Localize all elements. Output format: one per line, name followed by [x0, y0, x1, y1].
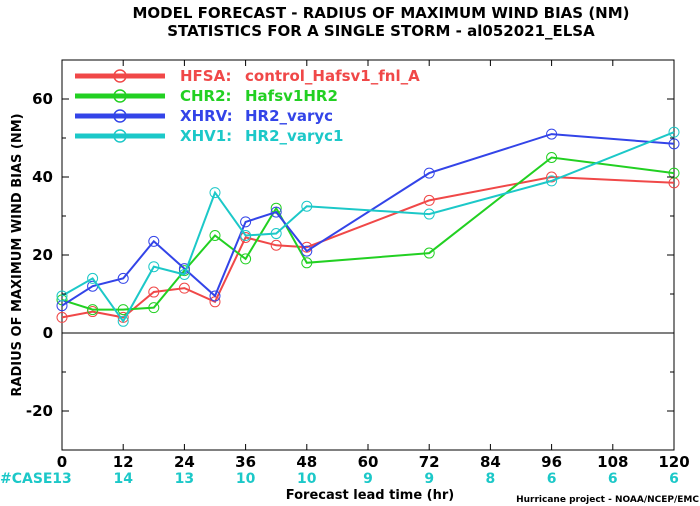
- legend-marker: [113, 69, 127, 83]
- y-tick-label: 40: [32, 168, 53, 186]
- plot-series: [56, 126, 680, 327]
- series-marker: [209, 290, 221, 302]
- series-marker: [270, 228, 282, 240]
- series-marker: [148, 286, 160, 298]
- series-marker: [423, 247, 435, 259]
- series-marker: [148, 261, 160, 273]
- series-marker: [668, 138, 680, 150]
- legend-marker: [113, 109, 127, 123]
- x-tick-label: 84: [480, 453, 501, 471]
- x-ticks: 0 12 24 36 48 60 72 84 96 108 120: [57, 60, 690, 471]
- y-axis-label: RADIUS OF MAXIMUM WIND BIAS (NM): [10, 113, 25, 396]
- case-count: 9: [363, 471, 373, 487]
- legend-key: XHRV:: [180, 107, 233, 125]
- y-tick-label: 60: [32, 90, 53, 108]
- series-marker: [56, 311, 68, 323]
- series-marker: [178, 282, 190, 294]
- series-marker: [209, 230, 221, 241]
- series-marker: [301, 245, 313, 257]
- series-marker: [178, 269, 190, 280]
- case-count: 8: [486, 471, 496, 487]
- legend-value: HR2_varyc1: [245, 127, 343, 145]
- series-marker: [301, 257, 313, 269]
- x-tick-label: 24: [174, 453, 195, 471]
- series-marker: [209, 187, 221, 199]
- series-marker: [546, 128, 558, 140]
- x-axis-label: Forecast lead time (hr): [286, 488, 454, 503]
- series-marker: [423, 194, 435, 206]
- chart-title: MODEL FORECAST - RADIUS OF MAXIMUM WIND …: [132, 4, 629, 22]
- case-count: 10: [297, 471, 317, 487]
- series-marker: [117, 272, 129, 284]
- series-marker: [240, 253, 252, 265]
- case-count: 9: [424, 471, 434, 487]
- case-count: 10: [236, 471, 256, 487]
- legend-value: Hafsv1HR2: [245, 87, 338, 105]
- case-count: 6: [669, 471, 679, 487]
- x-tick-label: 48: [296, 453, 317, 471]
- legend-key: CHR2:: [180, 87, 232, 105]
- x-tick-label: 60: [358, 453, 379, 471]
- x-tick-label: 96: [541, 453, 562, 471]
- series-marker: [148, 235, 160, 247]
- x-tick-label: 0: [57, 453, 67, 471]
- x-tick-label: 36: [235, 453, 256, 471]
- series-marker: [301, 200, 313, 212]
- x-tick-label: 72: [419, 453, 440, 471]
- credit-text: Hurricane project - NOAA/NCEP/EMC: [516, 495, 699, 505]
- series-marker: [117, 315, 129, 327]
- series-marker: [56, 290, 68, 302]
- series-marker: [546, 175, 558, 187]
- y-tick-label: -20: [26, 402, 53, 420]
- chart-subtitle: STATISTICS FOR A SINGLE STORM - al052021…: [167, 22, 595, 40]
- y-tick-label: 20: [32, 246, 53, 264]
- series-marker: [87, 304, 99, 316]
- legend-key: HFSA:: [180, 67, 232, 85]
- case-counts: 13 14 13 10 10 9 9 8 6 6 6: [52, 471, 679, 487]
- legend-marker: [113, 89, 127, 103]
- case-count: 6: [608, 471, 618, 487]
- legend-value: control_Hafsv1_fnl_A: [245, 67, 420, 85]
- series-marker: [668, 167, 680, 179]
- case-count: 14: [113, 471, 133, 487]
- case-label: #CASE: [0, 471, 53, 487]
- series-marker: [423, 167, 435, 179]
- legend-marker: [113, 129, 127, 143]
- series-marker: [87, 272, 99, 284]
- series-marker: [240, 216, 252, 228]
- series-marker: [117, 304, 129, 316]
- legend-value: HR2_varyc: [245, 107, 333, 125]
- series-marker: [270, 239, 282, 251]
- series-marker: [546, 171, 558, 183]
- series-marker: [546, 152, 558, 163]
- series-marker: [148, 302, 160, 314]
- series-marker: [668, 126, 680, 138]
- series-marker: [423, 208, 435, 220]
- x-tick-label: 120: [658, 453, 689, 471]
- series-line: [61, 131, 675, 324]
- y-tick-label: 0: [43, 324, 53, 342]
- case-count: 13: [52, 471, 71, 487]
- y-ticks: -20 0 20 40 60: [26, 59, 674, 451]
- x-tick-label: 108: [597, 453, 628, 471]
- case-count: 13: [175, 471, 194, 487]
- legend-key: XHV1:: [180, 127, 232, 145]
- series-marker: [270, 206, 282, 218]
- legend: HFSA: control_Hafsv1_fnl_A CHR2: Hafsv1HR2 X…: [75, 67, 420, 145]
- series-line: [61, 133, 675, 307]
- case-count: 6: [547, 471, 557, 487]
- x-tick-label: 12: [113, 453, 134, 471]
- series-marker: [240, 230, 252, 241]
- series-line: [61, 175, 675, 319]
